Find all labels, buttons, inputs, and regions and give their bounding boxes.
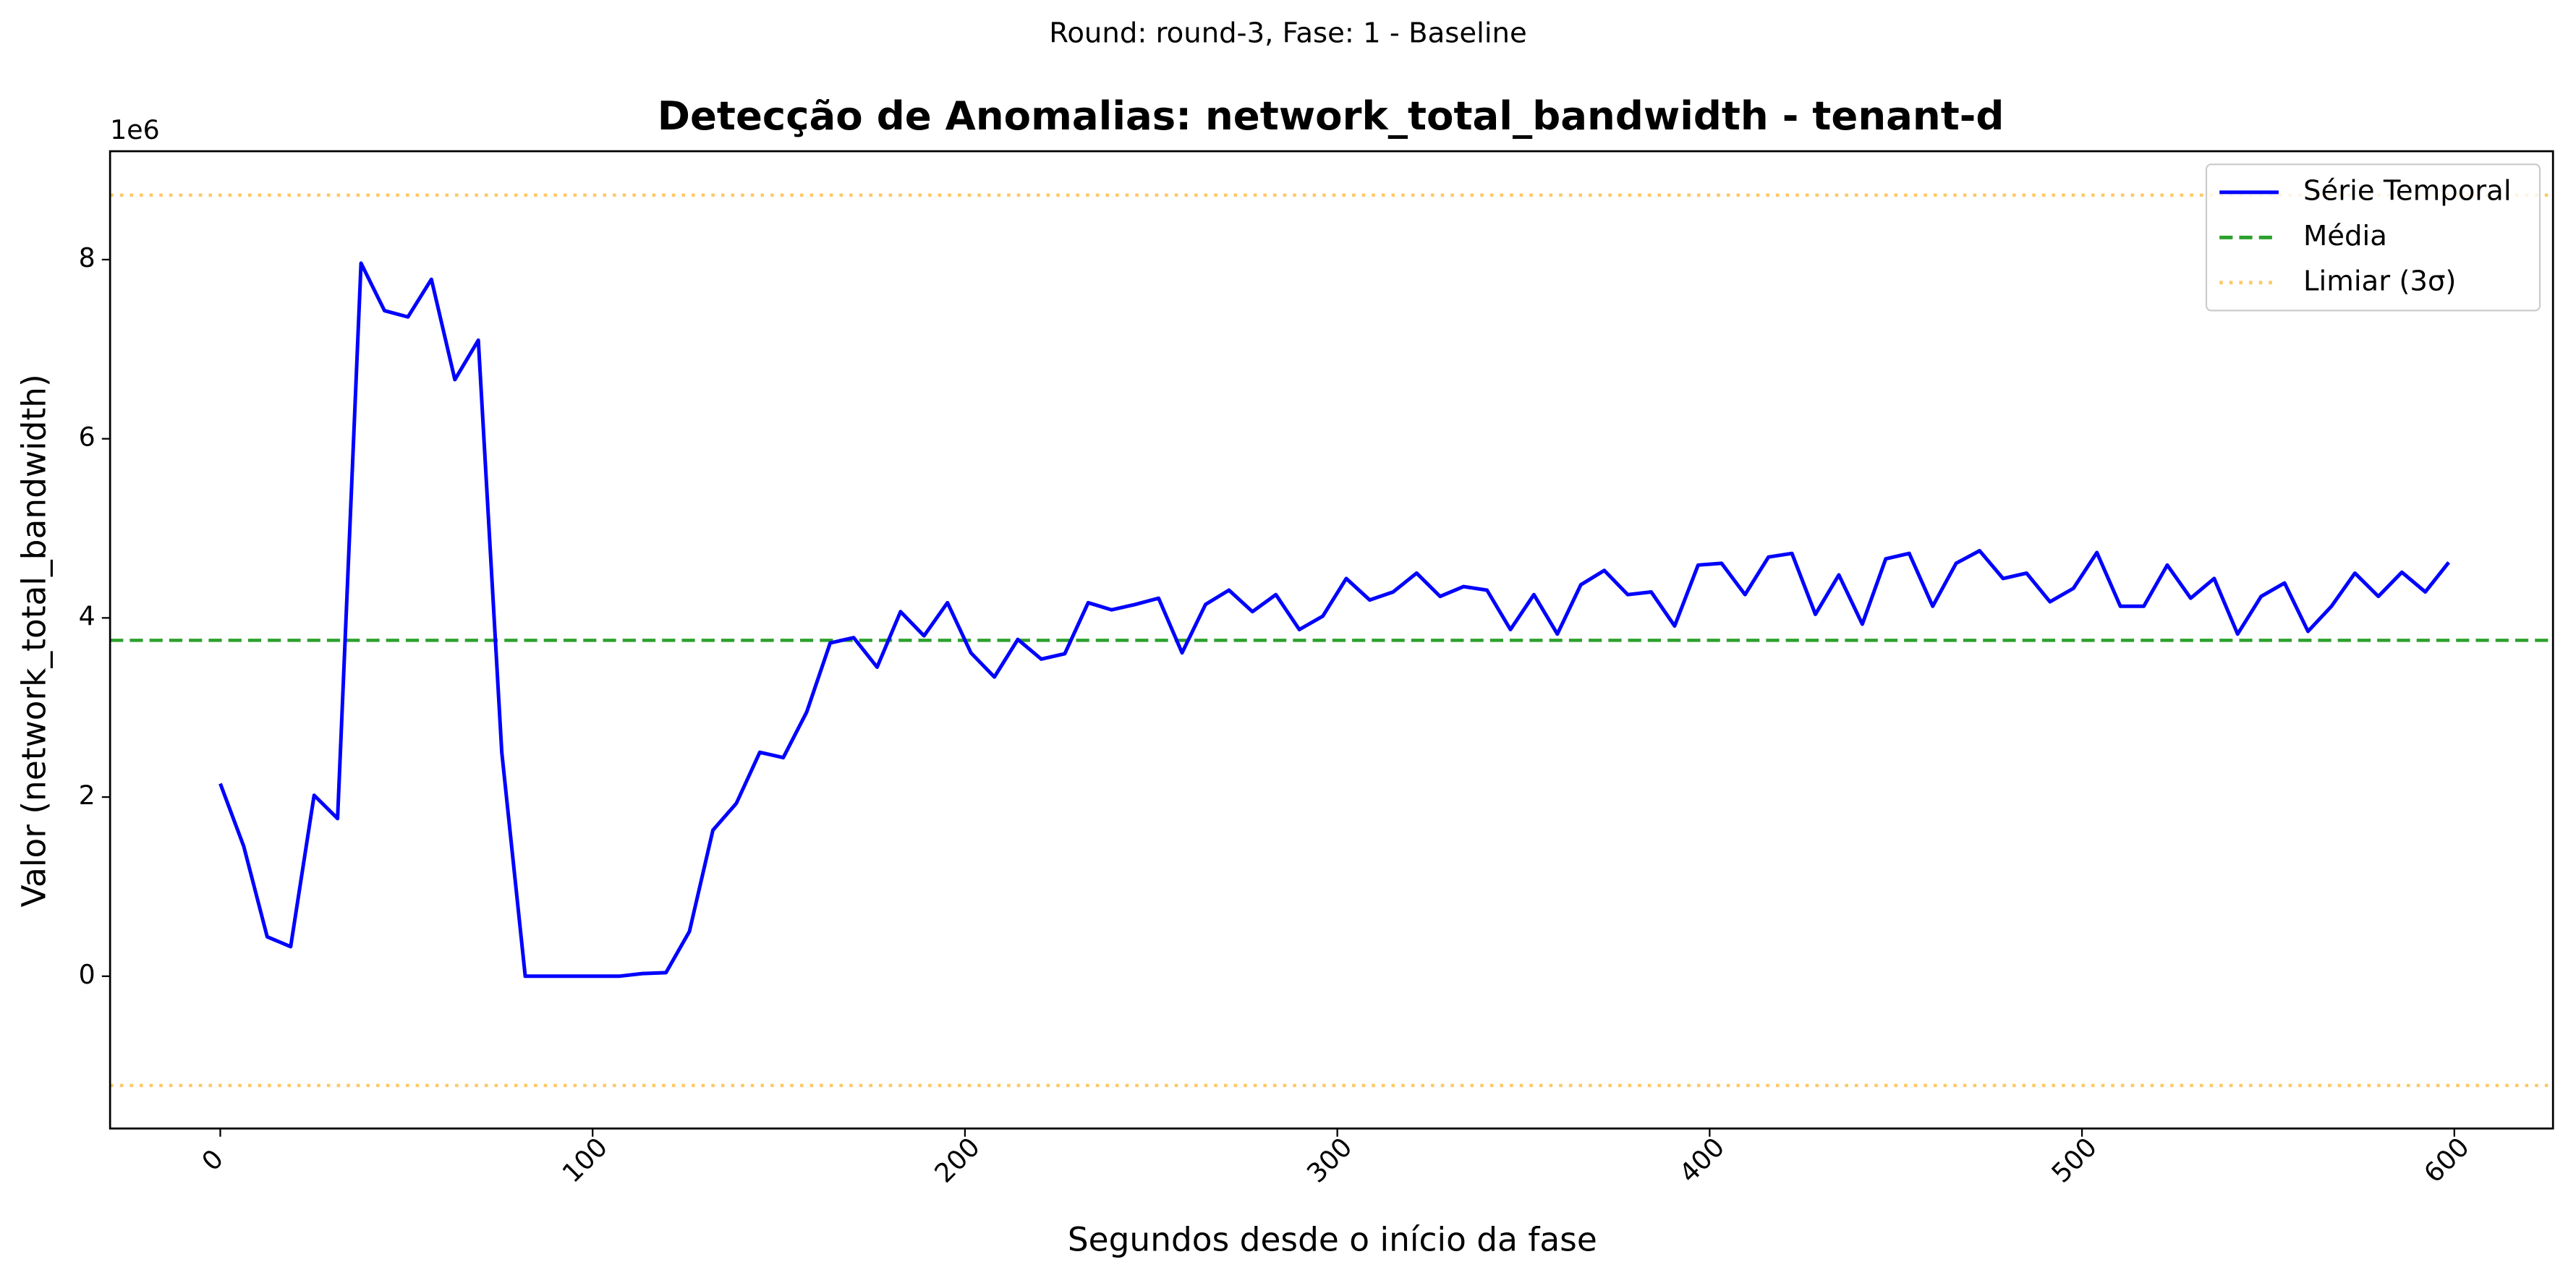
x-axis-label: Segundos desde o início da fase <box>1068 1221 1597 1259</box>
y-tick-label: 4 <box>79 600 95 631</box>
legend-label: Série Temporal <box>2303 174 2512 207</box>
y-tick-label: 2 <box>79 780 95 811</box>
x-tick-label: 500 <box>2046 1131 2103 1188</box>
chart-title: Detecção de Anomalias: network_total_ban… <box>658 93 2005 139</box>
suptitle: Round: round-3, Fase: 1 - Baseline <box>1049 17 1527 49</box>
y-offset-label: 1e6 <box>110 114 160 145</box>
plot-frame <box>109 150 2554 1130</box>
x-tick-label: 100 <box>556 1131 613 1188</box>
y-tick-label: 0 <box>79 959 95 990</box>
legend-box <box>2205 163 2541 312</box>
y-tick-label: 8 <box>79 242 95 273</box>
x-tick-label: 400 <box>1673 1131 1730 1188</box>
y-axis-label: Valor (network_total_bandwidth) <box>14 374 53 907</box>
x-tick-label: 200 <box>928 1131 985 1188</box>
x-tick-label: 600 <box>2418 1131 2475 1188</box>
legend-label: Média <box>2303 220 2387 252</box>
legend-label: Limiar (3σ) <box>2303 265 2456 297</box>
y-tick-label: 6 <box>79 422 95 453</box>
series-line <box>218 261 2451 979</box>
x-tick-label: 300 <box>1301 1131 1358 1188</box>
x-tick-label: 0 <box>195 1143 229 1177</box>
